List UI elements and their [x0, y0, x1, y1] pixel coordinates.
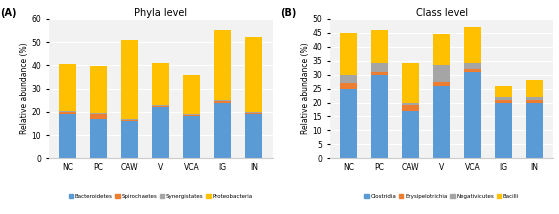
Bar [371, 63, 388, 72]
Bar [433, 34, 450, 65]
Bar [183, 75, 200, 114]
Bar [90, 114, 107, 119]
Bar [152, 105, 169, 106]
Title: Class level: Class level [415, 8, 468, 18]
Bar [402, 103, 419, 105]
Bar [90, 66, 107, 113]
Bar [340, 75, 357, 83]
Bar [526, 97, 543, 100]
Bar [152, 106, 169, 107]
Bar [464, 69, 481, 72]
Bar [59, 64, 76, 111]
Bar [90, 119, 107, 158]
Bar [340, 83, 357, 89]
Bar [433, 86, 450, 158]
Bar [59, 114, 76, 158]
Bar [183, 115, 200, 116]
Bar [121, 120, 138, 121]
Bar [495, 103, 512, 158]
Bar [214, 103, 231, 158]
Y-axis label: Relative abundance (%): Relative abundance (%) [301, 43, 310, 134]
Bar [152, 63, 169, 105]
Bar [214, 30, 231, 100]
Bar [152, 107, 169, 158]
Bar [183, 116, 200, 158]
Bar [371, 72, 388, 75]
Bar [371, 75, 388, 158]
Bar [245, 114, 262, 158]
Text: (B): (B) [281, 7, 297, 18]
Bar [526, 100, 543, 103]
Bar [464, 72, 481, 158]
Bar [402, 111, 419, 158]
Bar [371, 30, 388, 63]
Legend: Bacteroidetes, Spirochaetes, Synergistates, Proteobacteria: Bacteroidetes, Spirochaetes, Synergistat… [67, 192, 255, 201]
Bar [433, 82, 450, 86]
Text: (A): (A) [0, 7, 16, 18]
Bar [214, 100, 231, 101]
Bar [245, 37, 262, 112]
Bar [526, 103, 543, 158]
Bar [214, 101, 231, 103]
Bar [340, 89, 357, 158]
Bar [526, 80, 543, 97]
Bar [245, 112, 262, 113]
Bar [183, 114, 200, 115]
Y-axis label: Relative abundance (%): Relative abundance (%) [20, 43, 29, 134]
Bar [495, 100, 512, 103]
Bar [245, 113, 262, 114]
Bar [90, 113, 107, 114]
Bar [121, 119, 138, 120]
Bar [402, 63, 419, 103]
Bar [59, 111, 76, 112]
Title: Phyla level: Phyla level [134, 8, 187, 18]
Bar [402, 105, 419, 111]
Legend: Clostridia, Erysipelotrichia, Negativicutes, Bacilli: Clostridia, Erysipelotrichia, Negativicu… [362, 192, 522, 201]
Bar [340, 33, 357, 75]
Bar [464, 27, 481, 63]
Bar [495, 86, 512, 97]
Bar [495, 97, 512, 100]
Bar [464, 63, 481, 69]
Bar [59, 112, 76, 114]
Bar [433, 65, 450, 82]
Bar [121, 121, 138, 158]
Bar [121, 40, 138, 119]
